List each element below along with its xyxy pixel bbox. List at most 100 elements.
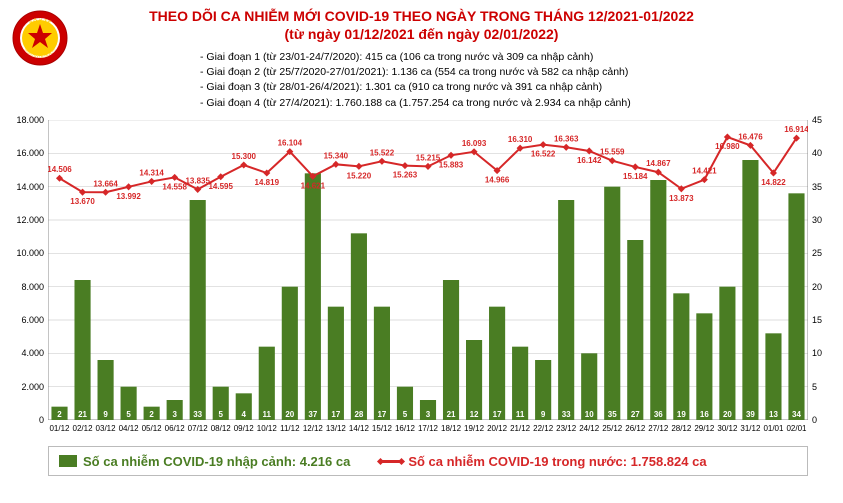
yright-tick: 10 — [812, 348, 836, 358]
x-tick: 31/12 — [740, 424, 760, 433]
bar-label: 3 — [426, 410, 431, 419]
chart-title: THEO DÕI CA NHIỄM MỚI COVID-19 THEO NGÀY… — [0, 0, 843, 42]
yright-tick: 40 — [812, 148, 836, 158]
yright-tick: 45 — [812, 115, 836, 125]
line-marker — [401, 162, 408, 169]
bar-label: 4 — [242, 410, 247, 419]
bar — [512, 347, 528, 420]
yright-tick: 20 — [812, 282, 836, 292]
y-axis-left: 02.0004.0006.0008.00010.00012.00014.0001… — [8, 120, 48, 420]
bar-label: 17 — [331, 410, 340, 419]
line-label: 14.966 — [485, 176, 510, 185]
line-label: 13.664 — [93, 179, 118, 188]
yleft-tick: 6.000 — [8, 315, 44, 325]
bar — [466, 340, 482, 420]
bar-label: 2 — [57, 410, 62, 419]
bar — [742, 160, 758, 420]
line-marker — [125, 183, 132, 190]
line-label: 16.476 — [738, 132, 763, 141]
x-tick: 12/12 — [303, 424, 323, 433]
line-marker — [332, 161, 339, 168]
line-marker — [424, 163, 431, 170]
line-label: 14.867 — [646, 159, 671, 168]
line-marker — [355, 163, 362, 170]
line-label: 16.980 — [715, 142, 740, 151]
line-label: 15.215 — [416, 153, 441, 162]
line-label: 14.822 — [761, 178, 786, 187]
line-marker — [102, 189, 109, 196]
x-tick: 25/12 — [602, 424, 622, 433]
bar-label: 16 — [700, 410, 709, 419]
x-tick: 29/12 — [694, 424, 714, 433]
x-tick: 03/12 — [96, 424, 116, 433]
x-tick: 30/12 — [717, 424, 737, 433]
line-label: 14.506 — [48, 165, 72, 174]
bar-label: 3 — [172, 410, 177, 419]
yright-tick: 5 — [812, 382, 836, 392]
yleft-tick: 12.000 — [8, 215, 44, 225]
bar — [305, 173, 321, 420]
legend: Số ca nhiễm COVID-19 nhập cảnh: 4.216 ca… — [48, 446, 808, 476]
x-tick: 15/12 — [372, 424, 392, 433]
bar — [650, 180, 666, 420]
x-tick: 14/12 — [349, 424, 369, 433]
line-marker — [447, 152, 454, 159]
x-tick: 22/12 — [533, 424, 553, 433]
bar-label: 21 — [78, 410, 87, 419]
yleft-tick: 16.000 — [8, 148, 44, 158]
yleft-tick: 2.000 — [8, 382, 44, 392]
bar-label: 17 — [493, 410, 502, 419]
line-label: 15.220 — [347, 171, 372, 180]
y-axis-right: 051015202530354045 — [812, 120, 840, 420]
line-label: 16.093 — [462, 139, 487, 148]
line-label: 14.421 — [692, 167, 717, 176]
line-label: 13.992 — [116, 192, 141, 201]
bar-label: 2 — [149, 410, 154, 419]
legend-line: Số ca nhiễm COVID-19 trong nước: 1.758.8… — [380, 454, 706, 469]
yleft-tick: 4.000 — [8, 348, 44, 358]
x-tick: 08/12 — [211, 424, 231, 433]
x-tick: 01/01 — [763, 424, 783, 433]
title-line2: (từ ngày 01/12/2021 đến ngày 02/01/2022) — [0, 26, 843, 42]
yleft-tick: 0 — [8, 415, 44, 425]
legend-bar: Số ca nhiễm COVID-19 nhập cảnh: 4.216 ca — [59, 454, 350, 469]
line-label: 16.104 — [278, 139, 303, 148]
bar — [443, 280, 459, 420]
yleft-tick: 14.000 — [8, 182, 44, 192]
line-label: 16.310 — [508, 135, 533, 144]
line-label: 15.300 — [232, 152, 257, 161]
bar-label: 13 — [769, 410, 778, 419]
bar — [788, 193, 804, 420]
legend-bar-label: Số ca nhiễm COVID-19 nhập cảnh: 4.216 ca — [83, 454, 350, 469]
x-tick: 19/12 — [464, 424, 484, 433]
bar-label: 5 — [403, 410, 408, 419]
x-tick: 23/12 — [556, 424, 576, 433]
phase-1: - Giai đoạn 1 (từ 23/01-24/7/2020): 415 … — [200, 50, 631, 65]
line-marker — [632, 163, 639, 170]
x-tick: 10/12 — [257, 424, 277, 433]
bar-label: 19 — [677, 410, 686, 419]
bar-label: 35 — [608, 410, 617, 419]
bar-label: 33 — [562, 410, 571, 419]
bar-label: 11 — [263, 410, 272, 419]
line-marker — [378, 158, 385, 165]
line-marker — [724, 133, 731, 140]
bar-swatch-icon — [59, 455, 77, 467]
yright-tick: 15 — [812, 315, 836, 325]
ministry-logo: BỘ Y TẾ MINISTRY OF HEALTH — [12, 10, 68, 66]
x-tick: 02/01 — [786, 424, 806, 433]
line-label: 14.819 — [255, 178, 280, 187]
bar-label: 20 — [723, 410, 732, 419]
bar — [374, 307, 390, 420]
bar — [673, 293, 689, 420]
yright-tick: 35 — [812, 182, 836, 192]
bar-label: 21 — [447, 410, 456, 419]
line-label: 16.522 — [531, 150, 556, 159]
line-label: 15.340 — [324, 151, 349, 160]
x-tick: 09/12 — [234, 424, 254, 433]
bar-label: 12 — [470, 410, 479, 419]
line-label: 14.595 — [208, 182, 233, 191]
x-tick: 01/12 — [49, 424, 69, 433]
yright-tick: 30 — [812, 215, 836, 225]
line-label: 16.363 — [554, 134, 579, 143]
